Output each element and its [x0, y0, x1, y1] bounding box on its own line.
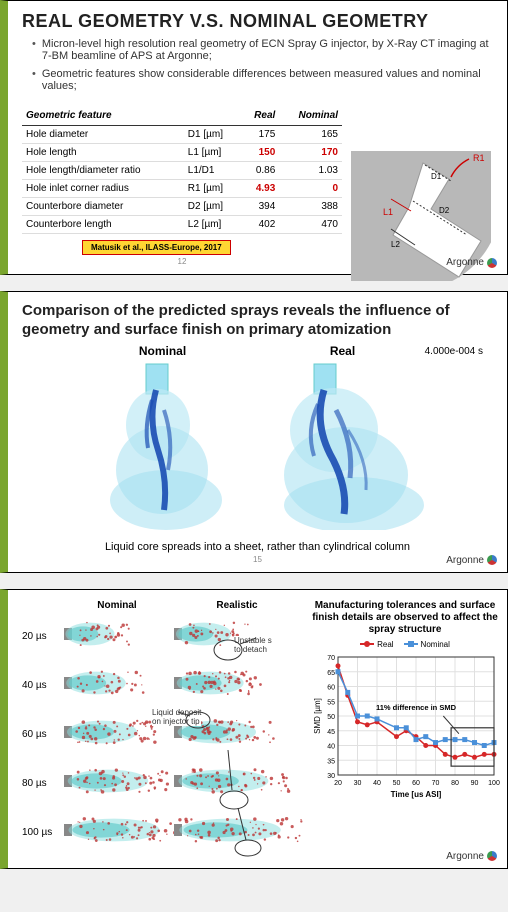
- spray-real: [258, 360, 428, 530]
- svg-text:40: 40: [327, 743, 335, 750]
- bullet-text: Micron-level high resolution real geomet…: [42, 38, 493, 62]
- slide-3: Nominal Realistic 20 µs40 µs60 µs80 µs10…: [0, 589, 508, 869]
- svg-text:70: 70: [432, 780, 440, 787]
- svg-text:30: 30: [327, 773, 335, 780]
- th-nominal: Nominal: [279, 106, 342, 126]
- svg-text:100: 100: [488, 780, 500, 787]
- svg-text:30: 30: [354, 780, 362, 787]
- slide-title: REAL GEOMETRY V.S. NOMINAL GEOMETRY: [22, 11, 493, 32]
- label-nominal: Nominal: [88, 344, 238, 358]
- svg-text:55: 55: [327, 699, 335, 706]
- svg-text:35: 35: [327, 758, 335, 765]
- hdr-nominal: Nominal: [62, 600, 172, 611]
- th-feature: Geometric feature: [22, 106, 184, 126]
- spray-row: 80 µs: [22, 762, 302, 805]
- svg-text:50: 50: [393, 780, 401, 787]
- svg-text:80: 80: [451, 780, 459, 787]
- annotation-deposit: Liquid depositon injector tip: [152, 708, 201, 726]
- slide-title: Comparison of the predicted sprays revea…: [22, 302, 493, 340]
- spray-comparison: 4.000e-004 s Nominal Real: [22, 344, 493, 535]
- bullet-2: •Geometric features show considerable di…: [32, 68, 493, 92]
- label-r1: R1: [473, 153, 485, 163]
- svg-text:SMD [µm]: SMD [µm]: [313, 698, 322, 734]
- svg-text:20: 20: [334, 780, 342, 787]
- spray-row: 40 µs: [22, 664, 302, 707]
- label-l1: L1: [383, 207, 393, 217]
- spray-row: 100 µs: [22, 811, 302, 854]
- svg-text:60: 60: [327, 684, 335, 691]
- table-row: Hole lengthL1 [µm]150170: [22, 144, 342, 162]
- svg-text:70: 70: [327, 655, 335, 662]
- legend-nominal: Nominal: [421, 640, 450, 649]
- svg-text:40: 40: [373, 780, 381, 787]
- svg-text:Time [us ASI]: Time [us ASI]: [391, 790, 442, 799]
- svg-text:90: 90: [471, 780, 479, 787]
- bullet-1: •Micron-level high resolution real geome…: [32, 38, 493, 62]
- smd-chart: 303540455055606570203040506070809010011%…: [310, 651, 500, 801]
- page-number: 12: [22, 257, 342, 266]
- legend-real: Real: [377, 640, 393, 649]
- hdr-realistic: Realistic: [172, 600, 302, 611]
- table-row: Hole length/diameter ratioL1/D10.861.03: [22, 162, 342, 180]
- th-real: Real: [241, 106, 279, 126]
- chart-legend: Real Nominal: [310, 640, 500, 649]
- label-d1: D1: [431, 172, 442, 181]
- caption: Liquid core spreads into a sheet, rather…: [22, 541, 493, 553]
- table-row: Hole diameterD1 [µm]175165: [22, 126, 342, 144]
- spray-time-series: Nominal Realistic 20 µs40 µs60 µs80 µs10…: [22, 600, 302, 860]
- label-d2: D2: [439, 206, 450, 215]
- table-row: Hole inlet corner radiusR1 [µm]4.930: [22, 180, 342, 198]
- geometry-table: Geometric feature Real Nominal Hole diam…: [22, 106, 342, 266]
- label-real: Real: [258, 344, 428, 358]
- spray-nominal: [88, 360, 238, 530]
- svg-text:50: 50: [327, 714, 335, 721]
- slide-1: REAL GEOMETRY V.S. NOMINAL GEOMETRY •Mic…: [0, 0, 508, 275]
- svg-text:60: 60: [412, 780, 420, 787]
- citation: Matusik et al., ILASS-Europe, 2017: [82, 240, 231, 255]
- page-number: 15: [22, 555, 493, 564]
- bullet-text: Geometric features show considerable dif…: [42, 68, 493, 92]
- argonne-logo: Argonne: [446, 257, 497, 268]
- table-row: Counterbore diameterD2 [µm]394388: [22, 198, 342, 216]
- argonne-logo: Argonne: [446, 555, 497, 566]
- argonne-logo: Argonne: [446, 851, 497, 862]
- svg-text:45: 45: [327, 728, 335, 735]
- svg-text:65: 65: [327, 669, 335, 676]
- label-l2: L2: [391, 240, 400, 249]
- svg-text:11% difference in SMD: 11% difference in SMD: [376, 703, 457, 712]
- th-sym: [184, 106, 241, 126]
- table-row: Counterbore lengthL2 [µm]402470: [22, 216, 342, 234]
- annotation-unstable: Unstable sto detach: [234, 636, 272, 654]
- slide-2: Comparison of the predicted sprays revea…: [0, 291, 508, 573]
- chart-title: Manufacturing tolerances and surface fin…: [310, 600, 500, 636]
- timestamp: 4.000e-004 s: [425, 346, 483, 357]
